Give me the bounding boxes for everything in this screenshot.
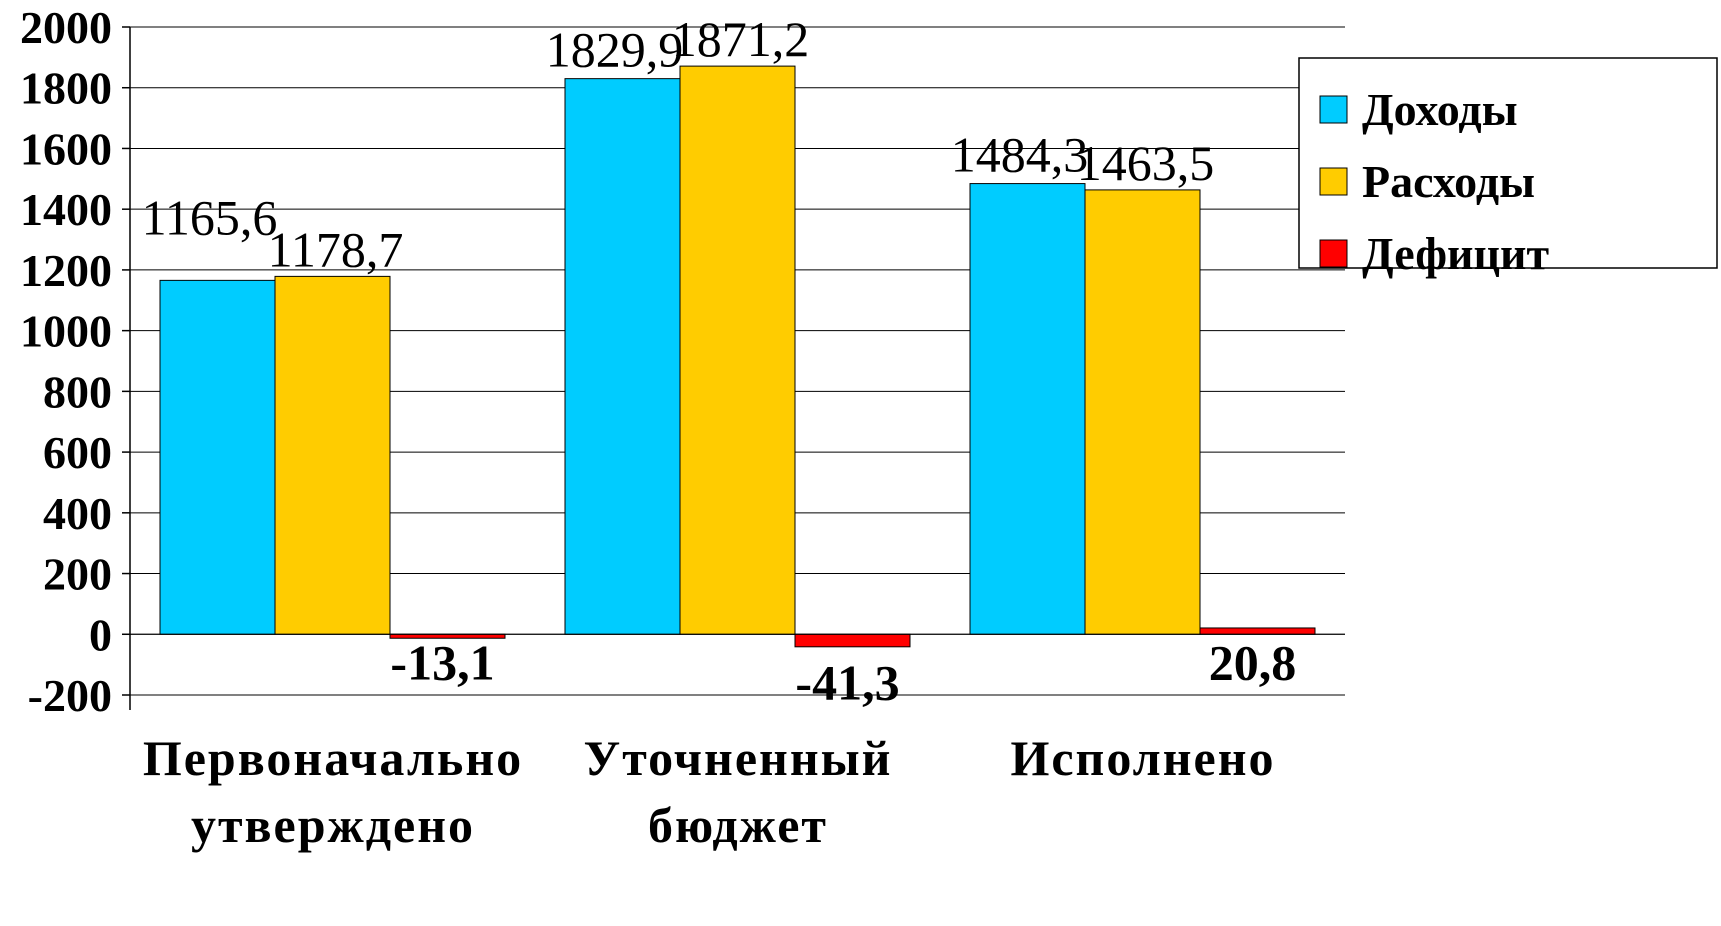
y-tick-label: 1600 bbox=[20, 123, 112, 174]
bar-Доходы bbox=[969, 183, 1086, 635]
legend-label: Дефицит bbox=[1362, 228, 1550, 279]
y-tick-label: 2000 bbox=[20, 2, 112, 53]
legend-swatch bbox=[1319, 95, 1348, 124]
y-tick-label: 1200 bbox=[20, 245, 112, 296]
category-label: бюджет bbox=[648, 797, 828, 853]
y-tick-label: 1800 bbox=[20, 63, 112, 114]
data-label: 1829,9 bbox=[546, 22, 684, 78]
category-labels: Первоначально утверждено Уточненный бюджет И… bbox=[143, 730, 1275, 853]
data-label: 1463,5 bbox=[1077, 135, 1215, 191]
bar-Дефицит bbox=[794, 633, 911, 648]
y-tick-label: 200 bbox=[43, 549, 112, 600]
category-label: Первоначально bbox=[143, 730, 523, 786]
data-label: 1484,3 bbox=[951, 127, 1089, 183]
data-label: 1871,2 bbox=[672, 11, 810, 67]
y-tick-label: 1000 bbox=[20, 306, 112, 357]
bar-Расходы bbox=[274, 275, 391, 635]
y-tick-label: 800 bbox=[43, 366, 112, 417]
bar-Доходы bbox=[159, 279, 276, 635]
data-label: 20,8 bbox=[1209, 634, 1297, 690]
legend-swatch bbox=[1319, 239, 1348, 268]
y-tick-label: 600 bbox=[43, 427, 112, 478]
data-labels: 1165,6 1829,9 1484,3 1178,7 1871,2 1463,5 -13,… bbox=[142, 11, 1297, 710]
data-label: 1165,6 bbox=[142, 189, 278, 245]
category-label: Исполнено bbox=[1010, 730, 1275, 786]
data-label: -13,1 bbox=[390, 634, 494, 690]
category-label: Уточненный bbox=[584, 730, 893, 786]
legend-label: Доходы bbox=[1362, 84, 1518, 135]
category-label: утверждено bbox=[191, 797, 475, 853]
y-axis: 2000180016001400120010008006004002000-20… bbox=[20, 2, 131, 721]
y-tick-label: -200 bbox=[28, 670, 112, 721]
y-tick-label: 400 bbox=[43, 488, 112, 539]
legend-swatch bbox=[1319, 167, 1348, 196]
bar-Доходы bbox=[564, 78, 681, 635]
data-label: -41,3 bbox=[795, 654, 899, 710]
legend-box bbox=[1298, 57, 1718, 269]
legend: Доходы Расходы Дефицит bbox=[1298, 57, 1718, 279]
bars bbox=[130, 65, 1345, 648]
y-tick-label: 0 bbox=[89, 609, 112, 660]
bar-Расходы bbox=[1084, 189, 1201, 635]
bar-Расходы bbox=[679, 65, 796, 635]
legend-label: Расходы bbox=[1362, 156, 1535, 207]
y-tick-label: 1400 bbox=[20, 184, 112, 235]
data-label: 1178,7 bbox=[268, 221, 404, 277]
